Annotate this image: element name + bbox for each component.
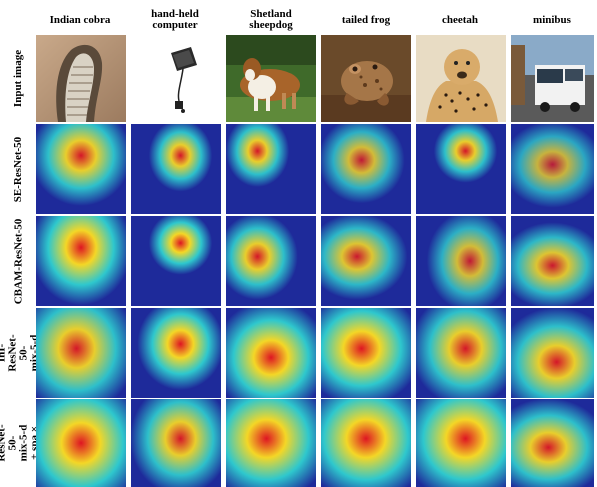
heatmap-cbam-resnet-minibus: [511, 216, 594, 306]
heatmap-cbam-resnet-indian-cobra: [36, 216, 126, 306]
heatmap-ini-resnet-spa-indian-cobra: [36, 399, 126, 487]
row-header-label: CBAM-ResNet-50: [12, 218, 25, 304]
column-header-label: hand-held computer: [151, 8, 199, 31]
row-header-ini-resnet-spa: InI-ResNet-50- mix-5-d + spa × 4: [0, 399, 52, 487]
heatmap-ini-resnet-tailed-frog: [321, 308, 411, 398]
row-header-ini-resnet: InI-ResNet-50- mix-5-d: [0, 308, 41, 398]
heatmap-cbam-resnet-shetland-sheepdog: [226, 216, 316, 306]
heatmap-se-resnet-cheetah: [416, 124, 506, 214]
heatmap-ini-resnet-spa-minibus: [511, 399, 594, 487]
input-image-minibus: [511, 35, 594, 122]
heatmap-ini-resnet-spa-tailed-frog: [321, 399, 411, 487]
heatmap-cbam-resnet-hand-held-computer: [131, 216, 221, 306]
row-header-label: Input image: [12, 49, 25, 108]
row-header-input-image: Input image: [4, 35, 34, 122]
heatmap-ini-resnet-spa-hand-held-computer: [131, 399, 221, 487]
input-image-tailed-frog: [321, 35, 411, 122]
heatmap-ini-resnet-cheetah: [416, 308, 506, 398]
heatmap-ini-resnet-indian-cobra: [36, 308, 126, 398]
column-header-hand-held-computer: hand-held computer: [130, 6, 220, 34]
heatmap-cbam-resnet-cheetah: [416, 216, 506, 306]
column-header-tailed-frog: tailed frog: [341, 13, 391, 26]
heatmap-se-resnet-shetland-sheepdog: [226, 124, 316, 214]
heatmap-ini-resnet-hand-held-computer: [131, 308, 221, 398]
heatmap-ini-resnet-spa-cheetah: [416, 399, 506, 487]
column-header-label: Shetland sheepdog: [249, 8, 293, 31]
input-image-cheetah: [416, 35, 506, 122]
heatmap-se-resnet-indian-cobra: [36, 124, 126, 214]
row-header-label: InI-ResNet-50- mix-5-d: [0, 334, 42, 372]
column-header-shetland-sheepdog: Shetland sheepdog: [226, 6, 316, 34]
heatmap-ini-resnet-shetland-sheepdog: [226, 308, 316, 398]
heatmap-ini-resnet-minibus: [511, 308, 594, 398]
heatmap-se-resnet-hand-held-computer: [131, 124, 221, 214]
heatmap-se-resnet-tailed-frog: [321, 124, 411, 214]
column-header-minibus: minibus: [533, 13, 571, 26]
input-image-shetland-sheepdog: [226, 35, 316, 122]
heatmap-cbam-resnet-tailed-frog: [321, 216, 411, 306]
column-header-cheetah: cheetah: [441, 13, 479, 26]
input-image-hand-held-computer: [131, 35, 221, 122]
row-header-label: SE-ResNet-50: [12, 136, 25, 202]
row-header-se-resnet: SE-ResNet-50: [4, 124, 34, 214]
column-header-indian-cobra: Indian cobra: [49, 13, 111, 26]
heatmap-se-resnet-minibus: [511, 124, 594, 214]
heatmap-ini-resnet-spa-shetland-sheepdog: [226, 399, 316, 487]
input-image-indian-cobra: [36, 35, 126, 122]
row-header-cbam-resnet: CBAM-ResNet-50: [4, 216, 34, 306]
